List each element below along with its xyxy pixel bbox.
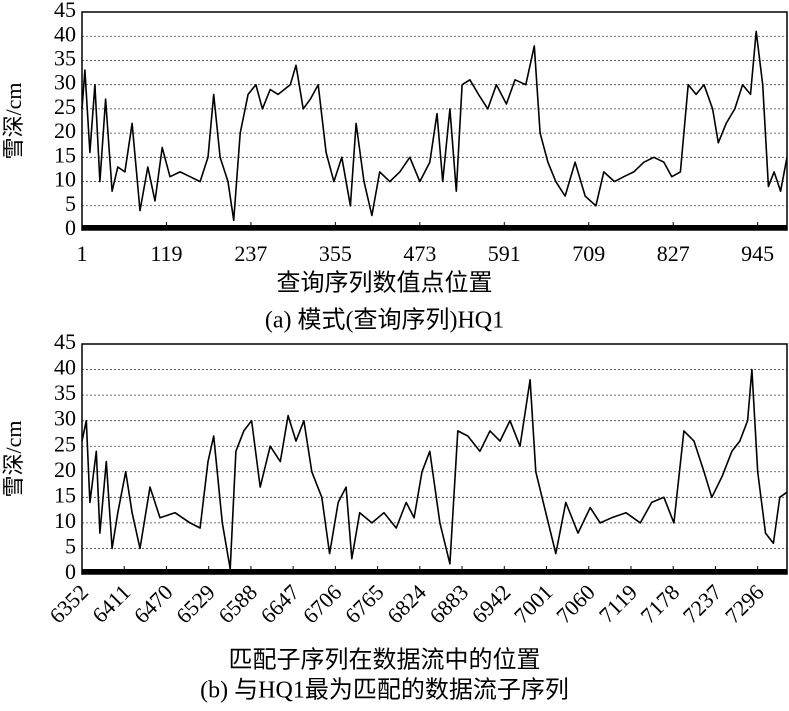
x-tick-label: 709 [572,241,605,266]
y-tick-label: 40 [54,21,76,46]
x-tick-label: 6470 [129,579,178,628]
x-axis-label: 匹配子序列在数据流中的位置 [229,647,541,674]
x-tick-label: 6824 [382,579,431,628]
x-tick-label: 6942 [467,579,516,628]
y-tick-label: 25 [54,431,76,456]
x-tick-label: 1 [77,241,88,266]
y-tick-label: 0 [65,215,76,240]
x-tick-label: 119 [150,241,182,266]
y-tick-label: 35 [54,45,76,70]
x-tick-label: 7119 [594,579,642,627]
x-axis-label: 查询序列数值点位置 [277,270,493,297]
caption: (b) 与HQ1最为匹配的数据流子序列 [200,677,569,704]
x-tick-label: 6765 [340,579,389,628]
data-line [81,368,788,570]
plot-frame [81,11,788,231]
y-tick-label: 5 [65,191,76,216]
minor-tick-band [82,225,787,230]
x-tick-label: 7237 [678,579,727,628]
y-tick-label: 15 [54,482,76,507]
y-tick-label: 30 [54,406,76,431]
x-tick-label: 591 [488,241,521,266]
x-tick-label: 6883 [424,579,473,628]
x-tick-label: 6588 [213,579,262,628]
x-tick-label: 473 [403,241,436,266]
y-tick-label: 15 [54,142,76,167]
x-tick-label: 7178 [636,579,685,628]
y-tick-label: 20 [54,457,76,482]
y-tick-label: 0 [65,559,76,584]
y-axis-label: 雪深/cm [1,83,26,160]
y-tick-label: 30 [54,70,76,95]
y-tick-label: 10 [54,167,76,192]
y-tick-label: 45 [54,329,76,354]
x-tick-label: 827 [657,241,690,266]
x-tick-label: 7060 [551,579,600,628]
y-axis-label: 雪深/cm [1,421,26,498]
caption: (a) 模式(查询序列)HQ1 [265,307,504,334]
x-tick-label: 355 [319,241,352,266]
y-tick-label: 40 [54,355,76,380]
x-tick-label: 6706 [298,579,347,628]
x-tick-label: 237 [234,241,267,266]
y-tick-label: 45 [54,0,76,22]
y-tick-label: 5 [65,533,76,558]
x-tick-label: 7001 [509,579,558,628]
data-line [81,30,788,222]
y-tick-label: 35 [54,380,76,405]
x-tick-label: 6411 [87,579,135,627]
y-tick-label: 25 [54,94,76,119]
x-tick-label: 945 [741,241,774,266]
x-tick-label: 7296 [720,579,769,628]
minor-tick-band [82,569,787,574]
x-tick-label: 6529 [171,579,220,628]
x-tick-label: 6352 [44,579,93,628]
y-tick-label: 10 [54,508,76,533]
y-tick-label: 20 [54,118,76,143]
x-tick-label: 6647 [255,579,304,628]
